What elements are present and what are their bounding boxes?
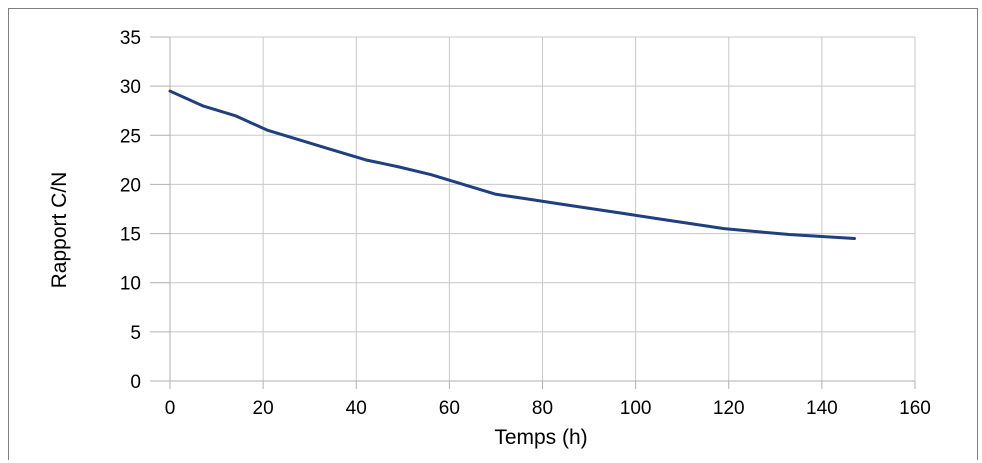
x-axis-title: Temps (h) (494, 426, 587, 449)
y-tick-label: 15 (120, 225, 141, 246)
chart-frame (8, 8, 978, 460)
series-layer (168, 89, 856, 240)
x-tick-label: 20 (253, 398, 274, 419)
x-tick-label: 160 (899, 398, 931, 419)
y-tick-labels: 0 5 10 15 20 25 30 35 (120, 28, 141, 393)
x-tick-label: 100 (620, 398, 652, 419)
y-tick-label: 35 (120, 28, 141, 49)
y-axis-title: Rapport C/N (48, 172, 71, 289)
y-tick-label: 25 (120, 126, 141, 147)
x-tick-label: 0 (165, 398, 176, 419)
y-tick-label: 0 (130, 372, 141, 393)
axes (150, 36, 916, 389)
x-tick-label: 120 (713, 398, 745, 419)
x-tick-label: 140 (806, 398, 838, 419)
series-line-0 (168, 89, 856, 240)
x-tick-labels: 0 20 40 60 80 100 120 140 160 (165, 398, 931, 419)
x-tick-label: 80 (532, 398, 553, 419)
y-tick-label: 20 (120, 175, 141, 196)
y-tick-label: 5 (130, 323, 141, 344)
x-tick-label: 60 (439, 398, 460, 419)
grid-lines (170, 36, 916, 381)
y-tick-label: 30 (120, 77, 141, 98)
y-tick-label: 10 (120, 274, 141, 295)
x-tick-label: 40 (346, 398, 367, 419)
